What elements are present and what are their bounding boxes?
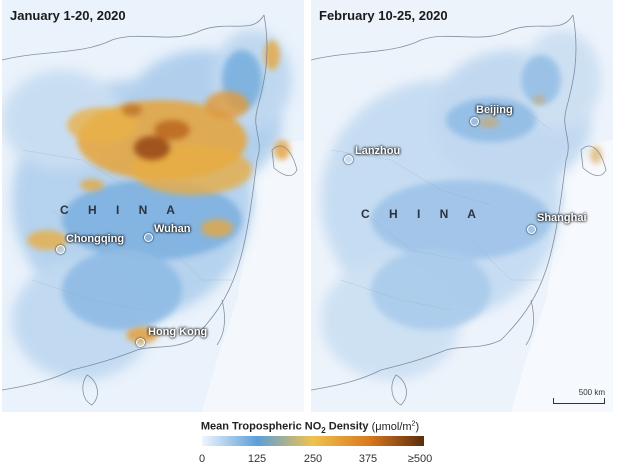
map-panel-february: February 10-25, 2020 C H I N A Beijing L… [311,0,613,412]
city-label-beijing: Beijing [476,104,513,116]
legend-tick-125: 125 [247,453,267,465]
legend-title-suffix: Density [325,420,372,433]
legend: Mean Tropospheric NO2 Density (μmol/m2) … [180,420,440,468]
scale-bar-line [553,398,605,404]
city-marker-hong-kong [136,338,145,347]
legend-tick-500: ≥500 [407,453,433,465]
country-label-china: C H I N A [60,203,183,217]
city-label-shanghai: Shanghai [537,212,587,224]
legend-unit-suffix: ) [415,420,420,433]
city-marker-lanzhou [344,155,353,164]
city-marker-wuhan [144,233,153,242]
city-label-wuhan: Wuhan [154,223,191,235]
legend-tick-250: 250 [303,453,323,465]
legend-tick-0: 0 [198,453,206,465]
panel-title-january: January 1-20, 2020 [10,8,126,23]
legend-unit-superscript: 2 [411,420,416,427]
city-marker-shanghai [527,225,536,234]
legend-unit: (μmol/m2) [371,420,420,433]
map-january-graphic [2,0,304,412]
map-panel-january: January 1-20, 2020 C H I N A Chongqing W… [2,0,304,412]
legend-title-subscript: 2 [321,425,326,435]
city-label-lanzhou: Lanzhou [355,145,401,157]
legend-title-prefix: Mean Tropospheric NO [200,420,322,433]
legend-unit-prefix: (μmol/m [371,420,412,433]
city-marker-chongqing [56,245,65,254]
map-february-graphic [311,0,613,412]
city-marker-beijing [470,117,479,126]
legend-title: Mean Tropospheric NO2 Density (μmol/m2) [180,420,440,435]
legend-color-bar [202,436,424,446]
scale-bar-label: 500 km [578,388,605,397]
legend-tick-375: 375 [358,453,378,465]
country-label-china-feb: C H I N A [361,207,484,221]
city-label-chongqing: Chongqing [66,233,125,245]
panel-title-february: February 10-25, 2020 [319,8,448,23]
scale-bar: 500 km [553,388,605,404]
city-label-hong-kong: Hong Kong [148,326,208,338]
